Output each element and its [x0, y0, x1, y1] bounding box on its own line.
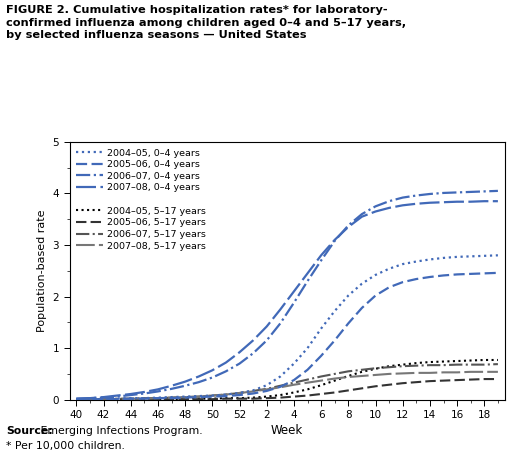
Text: Source:: Source: — [6, 426, 53, 436]
Text: FIGURE 2. Cumulative hospitalization rates* for laboratory-: FIGURE 2. Cumulative hospitalization rat… — [6, 5, 388, 15]
Text: * Per 10,000 children.: * Per 10,000 children. — [6, 441, 125, 451]
Text: Emerging Infections Program.: Emerging Infections Program. — [37, 426, 203, 436]
Legend: 2004–05, 0–4 years, 2005–06, 0–4 years, 2006–07, 0–4 years, 2007–08, 0–4 years, : 2004–05, 0–4 years, 2005–06, 0–4 years, … — [73, 146, 209, 254]
Text: by selected influenza seasons — United States: by selected influenza seasons — United S… — [6, 30, 306, 40]
Text: confirmed influenza among children aged 0–4 and 5–17 years,: confirmed influenza among children aged … — [6, 18, 406, 27]
X-axis label: Week: Week — [271, 424, 303, 437]
Y-axis label: Population-based rate: Population-based rate — [37, 210, 47, 332]
